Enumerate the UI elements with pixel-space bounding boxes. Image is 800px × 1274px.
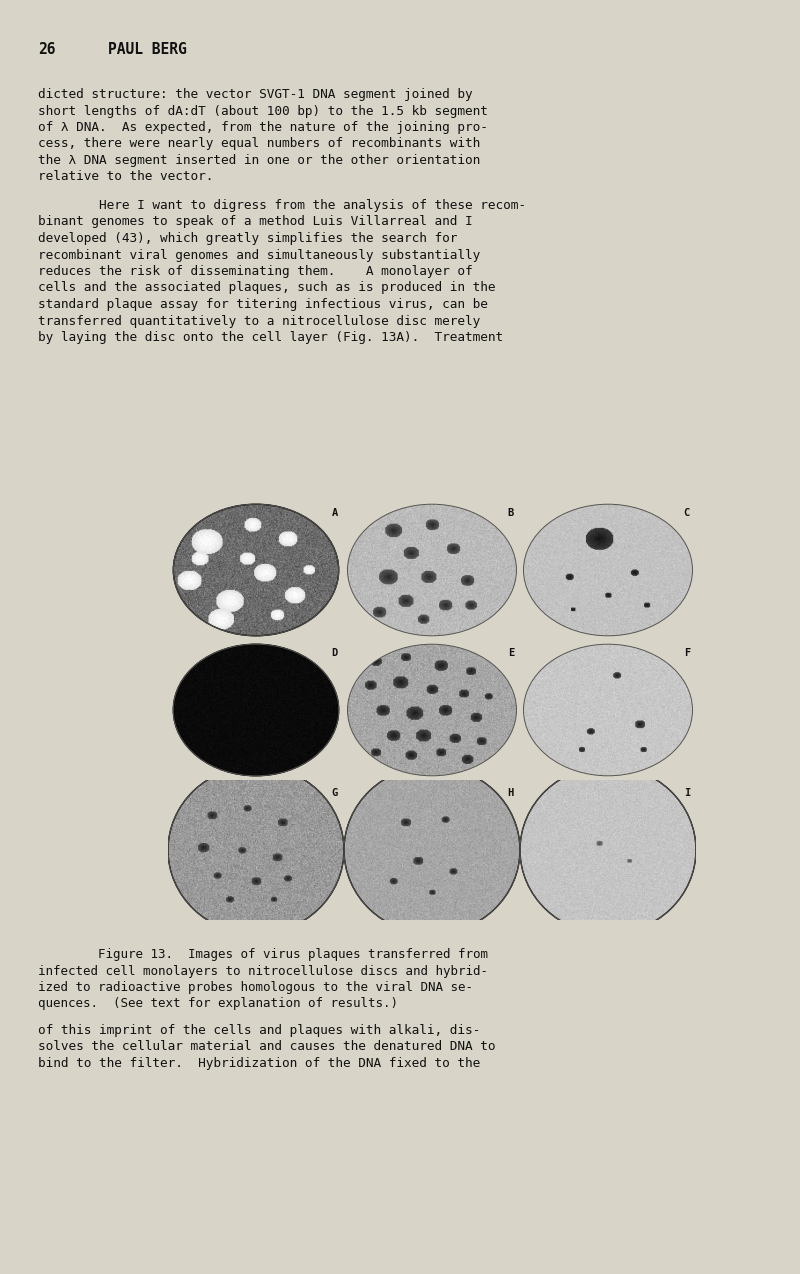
Text: transferred quantitatively to a nitrocellulose disc merely: transferred quantitatively to a nitrocel… [38, 315, 480, 327]
Text: of this imprint of the cells and plaques with alkali, dis-: of this imprint of the cells and plaques… [38, 1024, 480, 1037]
Text: developed (43), which greatly simplifies the search for: developed (43), which greatly simplifies… [38, 232, 458, 245]
Text: B: B [508, 508, 514, 519]
Text: H: H [508, 789, 514, 798]
Text: D: D [332, 648, 338, 657]
Text: quences.  (See text for explanation of results.): quences. (See text for explanation of re… [38, 998, 398, 1010]
Text: G: G [332, 789, 338, 798]
Text: relative to the vector.: relative to the vector. [38, 171, 214, 183]
Text: ized to radioactive probes homologous to the viral DNA se-: ized to radioactive probes homologous to… [38, 981, 473, 994]
Text: E: E [508, 648, 514, 657]
Text: PAUL BERG: PAUL BERG [108, 42, 186, 57]
Text: Here I want to digress from the analysis of these recom-: Here I want to digress from the analysis… [38, 199, 526, 211]
Text: recombinant viral genomes and simultaneously substantially: recombinant viral genomes and simultaneo… [38, 248, 480, 261]
Text: cells and the associated plaques, such as is produced in the: cells and the associated plaques, such a… [38, 282, 495, 294]
Text: C: C [684, 508, 690, 519]
Text: I: I [684, 789, 690, 798]
Text: F: F [684, 648, 690, 657]
Text: by laying the disc onto the cell layer (Fig. 13A).  Treatment: by laying the disc onto the cell layer (… [38, 331, 503, 344]
Text: reduces the risk of disseminating them.    A monolayer of: reduces the risk of disseminating them. … [38, 265, 473, 278]
Text: binant genomes to speak of a method Luis Villarreal and I: binant genomes to speak of a method Luis… [38, 215, 473, 228]
Text: infected cell monolayers to nitrocellulose discs and hybrid-: infected cell monolayers to nitrocellulo… [38, 964, 488, 977]
Text: solves the cellular material and causes the denatured DNA to: solves the cellular material and causes … [38, 1041, 495, 1054]
Text: of λ DNA.  As expected, from the nature of the joining pro-: of λ DNA. As expected, from the nature o… [38, 121, 488, 134]
Text: dicted structure: the vector SVGT-1 DNA segment joined by: dicted structure: the vector SVGT-1 DNA … [38, 88, 473, 101]
Text: short lengths of dA:dT (about 100 bp) to the 1.5 kb segment: short lengths of dA:dT (about 100 bp) to… [38, 104, 488, 117]
Text: 26: 26 [38, 42, 55, 57]
Text: A: A [332, 508, 338, 519]
Text: bind to the filter.  Hybridization of the DNA fixed to the: bind to the filter. Hybridization of the… [38, 1057, 480, 1070]
Text: cess, there were nearly equal numbers of recombinants with: cess, there were nearly equal numbers of… [38, 138, 480, 150]
Text: the λ DNA segment inserted in one or the other orientation: the λ DNA segment inserted in one or the… [38, 154, 480, 167]
Text: Figure 13.  Images of virus plaques transferred from: Figure 13. Images of virus plaques trans… [38, 948, 488, 961]
Text: standard plaque assay for titering infectious virus, can be: standard plaque assay for titering infec… [38, 298, 488, 311]
